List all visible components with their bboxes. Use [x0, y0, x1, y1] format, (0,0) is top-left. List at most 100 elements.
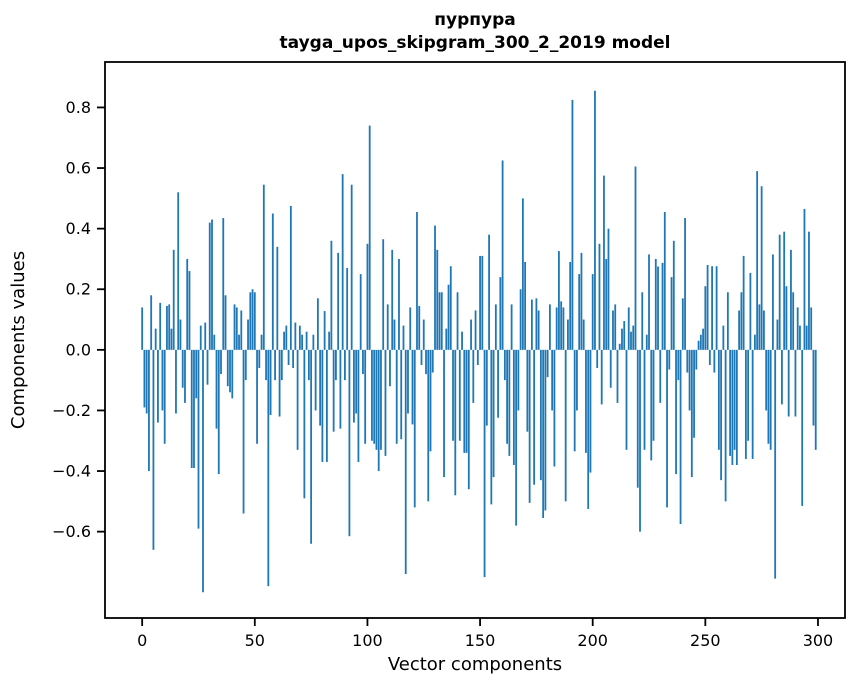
bar: [350, 184, 353, 350]
bar: [778, 234, 781, 350]
bar: [179, 319, 182, 350]
bar: [598, 243, 601, 350]
bar: [391, 249, 394, 350]
bar: [301, 334, 304, 350]
bar: [161, 349, 164, 411]
bar: [335, 349, 337, 381]
bar: [434, 225, 436, 350]
bar: [330, 240, 333, 350]
bar: [265, 349, 267, 381]
bar: [170, 328, 173, 350]
y-tick-label: 0.6: [66, 159, 91, 178]
bar: [558, 251, 560, 350]
bar: [524, 261, 527, 350]
bar: [285, 325, 288, 350]
bar: [278, 349, 281, 417]
bar: [141, 307, 144, 350]
bar: [765, 349, 768, 411]
bar: [704, 286, 707, 350]
bar: [623, 321, 626, 350]
bar: [319, 349, 322, 426]
bar: [258, 349, 261, 369]
bar: [636, 349, 639, 488]
bar: [503, 349, 506, 381]
bar: [445, 328, 448, 350]
bar: [314, 349, 317, 411]
bar: [670, 277, 673, 350]
bar: [578, 274, 581, 350]
bar: [605, 258, 608, 350]
bar: [409, 307, 412, 350]
bar: [738, 310, 741, 350]
x-axis-label: Vector components: [388, 654, 562, 675]
bar: [672, 240, 675, 350]
y-axis-ticks: 0.8 0.6 0.4 0.2 0.0 −0.2 −0.4 −0.6: [52, 98, 105, 541]
bar: [443, 349, 445, 478]
bar: [587, 349, 590, 509]
bar: [395, 349, 398, 444]
bar: [684, 218, 686, 350]
bar: [630, 331, 632, 350]
x-tick-label: 300: [803, 631, 834, 650]
bar: [422, 319, 425, 350]
bar: [215, 349, 218, 429]
bar: [776, 319, 779, 350]
bar: [411, 349, 414, 425]
bar: [679, 349, 682, 525]
bar: [197, 349, 200, 529]
bar: [632, 325, 635, 350]
bar: [186, 258, 189, 350]
bar: [618, 343, 621, 350]
bar: [767, 349, 770, 444]
bar: [467, 349, 470, 490]
bar: [150, 295, 153, 350]
bar: [627, 307, 630, 350]
bar: [402, 325, 405, 350]
bar: [753, 334, 756, 350]
bar: [294, 322, 297, 350]
bar: [386, 304, 389, 350]
bar: [501, 160, 504, 350]
bar: [594, 90, 596, 350]
bar: [323, 311, 326, 350]
bar: [398, 258, 400, 350]
bar: [609, 349, 612, 388]
bar: [564, 349, 567, 502]
bar: [267, 349, 270, 587]
bar: [805, 325, 808, 350]
bar: [393, 319, 396, 350]
y-tick-label: −0.6: [52, 522, 91, 541]
bar: [814, 349, 817, 450]
bar: [715, 266, 718, 350]
bar: [702, 328, 704, 350]
bar: [154, 328, 157, 350]
bar: [812, 349, 815, 426]
bar: [184, 349, 186, 403]
bar: [296, 349, 299, 450]
bar: [452, 349, 454, 441]
bar: [699, 334, 702, 350]
bar: [163, 349, 166, 444]
bar: [657, 266, 659, 350]
bar: [722, 325, 725, 350]
bar: [359, 274, 362, 350]
bar: [427, 349, 430, 502]
bar: [474, 310, 477, 350]
chart-title-line1: пурпура: [434, 10, 515, 30]
bar: [431, 349, 434, 373]
bar: [693, 349, 695, 438]
bar: [648, 254, 650, 350]
bar: [447, 284, 450, 350]
bar: [262, 184, 265, 350]
bar: [312, 334, 315, 350]
bar: [454, 349, 457, 496]
bar: [380, 349, 382, 450]
bar: [686, 349, 689, 373]
y-tick-label: 0.0: [66, 340, 91, 359]
bar: [274, 349, 276, 381]
bar: [681, 298, 684, 350]
bar: [567, 319, 569, 350]
bar: [542, 349, 545, 519]
